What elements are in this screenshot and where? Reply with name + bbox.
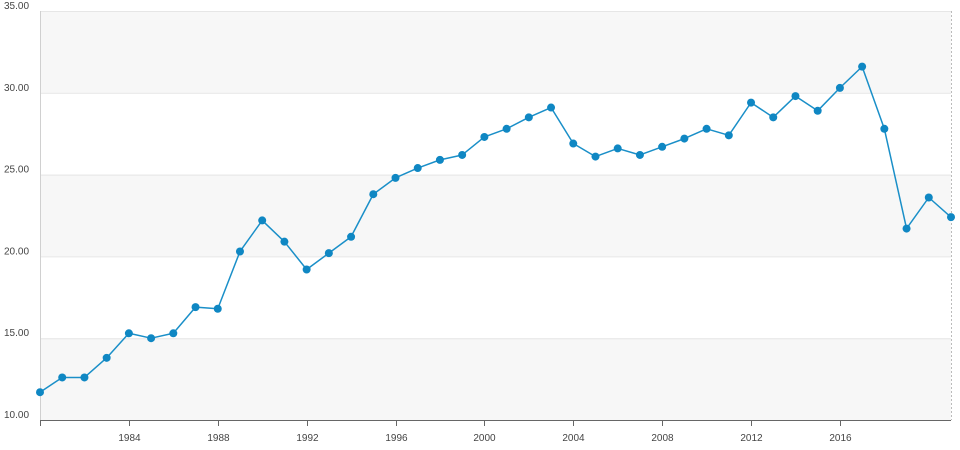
gridlines: [40, 11, 951, 340]
plot-band: [40, 338, 951, 420]
data-point: [391, 173, 400, 182]
data-point: [947, 213, 955, 222]
y-tick-label: 20.00: [4, 246, 29, 257]
y-axis-ticks: 10.00 15.00 20.00 25.00 30.00 35.00: [4, 1, 29, 421]
data-point: [502, 124, 511, 133]
data-points: [36, 62, 955, 397]
x-tick-label: 1992: [296, 433, 319, 444]
data-point: [858, 62, 867, 71]
data-point: [569, 139, 578, 148]
data-point: [813, 106, 822, 115]
x-tick-label: 2012: [740, 433, 763, 444]
data-point: [124, 329, 133, 338]
x-tick-label: 2004: [562, 433, 585, 444]
data-point: [347, 232, 356, 241]
x-tick-label: 2008: [651, 433, 674, 444]
data-point: [613, 144, 622, 153]
data-point: [702, 124, 711, 133]
data-point: [413, 164, 422, 173]
data-point: [58, 373, 67, 382]
data-point: [435, 155, 444, 164]
data-point: [147, 334, 156, 343]
x-tick-label: 1988: [207, 433, 230, 444]
y-tick-label: 25.00: [4, 165, 29, 176]
data-point: [591, 152, 600, 161]
data-point: [102, 353, 111, 362]
data-point: [747, 98, 756, 107]
data-point: [80, 373, 89, 382]
data-point: [324, 249, 333, 258]
data-point: [769, 113, 778, 122]
y-tick-label: 30.00: [4, 83, 29, 94]
x-tick-label: 2016: [829, 433, 852, 444]
series-line: [39, 65, 952, 393]
data-point: [280, 237, 289, 246]
data-point: [480, 132, 489, 141]
y-tick-label: 10.00: [4, 410, 29, 421]
data-point: [547, 103, 556, 112]
data-point: [902, 224, 911, 233]
data-point: [235, 247, 244, 256]
data-point: [724, 131, 733, 140]
plot-band: [40, 11, 951, 93]
data-point: [835, 83, 844, 92]
plot-bands: [40, 11, 951, 420]
x-tick-label: 2000: [473, 433, 496, 444]
data-point: [524, 113, 533, 122]
data-point: [880, 124, 889, 133]
x-axis-ticks: 1984 1988 1992 1996 2000 2004 2008 2012 2016: [40, 420, 852, 444]
y-tick-label: 15.00: [4, 328, 29, 339]
data-point: [258, 216, 267, 225]
x-tick-label: 1984: [118, 433, 141, 444]
data-point: [458, 150, 467, 159]
data-point: [36, 388, 44, 397]
data-point: [302, 265, 311, 274]
data-point: [213, 304, 222, 313]
y-tick-label: 35.00: [4, 1, 29, 12]
data-point: [369, 190, 378, 199]
plot-band: [40, 174, 951, 257]
data-point: [924, 193, 933, 202]
data-point: [658, 142, 667, 151]
data-point: [680, 134, 689, 143]
x-tick-label: 1996: [385, 433, 408, 444]
data-point: [635, 150, 644, 159]
data-point: [191, 303, 200, 312]
data-point: [791, 92, 800, 101]
data-point: [169, 329, 178, 338]
